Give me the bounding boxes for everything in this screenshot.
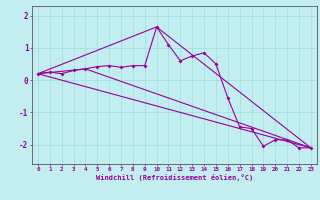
X-axis label: Windchill (Refroidissement éolien,°C): Windchill (Refroidissement éolien,°C) [96,174,253,181]
